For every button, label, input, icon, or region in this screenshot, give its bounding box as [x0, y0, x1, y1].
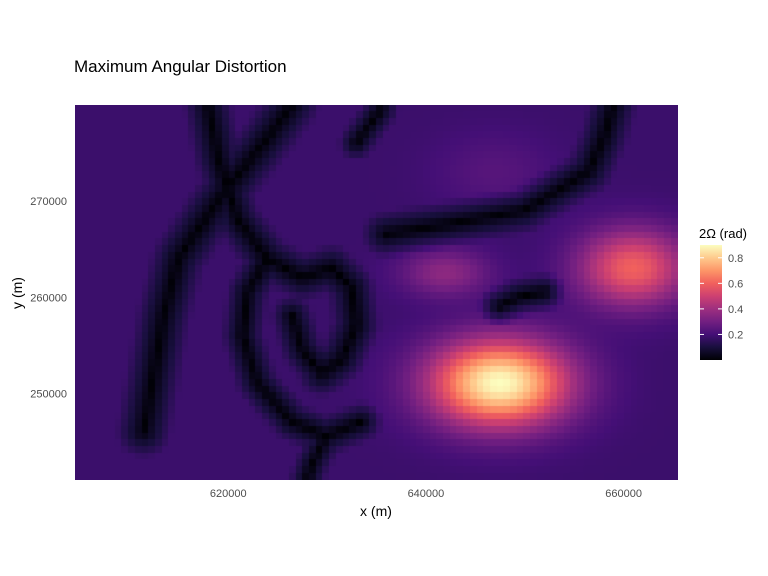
legend-ticks: 0.2 0.4 0.6 0.8 [700, 253, 743, 341]
y-tick-label: 270000 [30, 196, 67, 208]
chart-title: Maximum Angular Distortion [74, 57, 287, 76]
y-tick-label: 260000 [30, 292, 67, 304]
x-axis-ticks: 620000 640000 660000 [210, 488, 642, 500]
y-tick-label: 250000 [30, 388, 67, 400]
legend-colorbar [700, 245, 722, 360]
legend-tick-label: 0.6 [728, 278, 743, 290]
plot-panel [75, 105, 678, 480]
legend-tick-label: 0.4 [728, 304, 743, 316]
legend-tick-label: 0.8 [728, 253, 743, 265]
heatmap-raster [75, 105, 678, 480]
legend-tick-label: 0.2 [728, 329, 743, 341]
x-tick-label: 620000 [210, 488, 247, 500]
x-axis-label: x (m) [360, 503, 392, 519]
y-axis-ticks: 250000 260000 270000 [30, 196, 67, 400]
color-legend: 2Ω (rad) 0.2 0.4 0.6 0.8 [699, 226, 747, 360]
y-axis-label: y (m) [9, 277, 25, 309]
x-tick-label: 660000 [605, 488, 642, 500]
legend-title: 2Ω (rad) [699, 226, 747, 241]
x-tick-label: 640000 [408, 488, 445, 500]
